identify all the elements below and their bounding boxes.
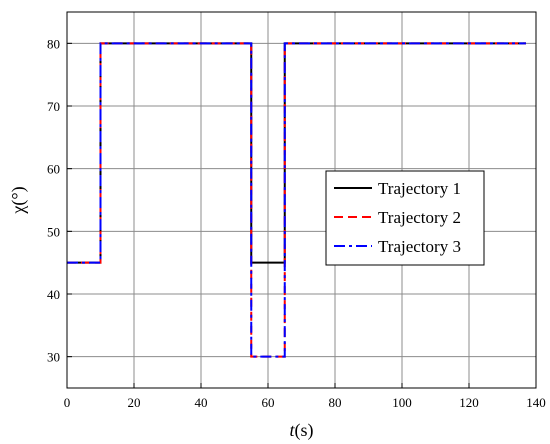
y-tick-label: 40 [47,287,60,302]
y-tick-label: 50 [47,224,60,239]
tick-layer: 0 20 40 60 80 100 120 140 30 40 50 60 70 80 [47,36,546,410]
plot-frame [66,11,537,389]
y-axis-label: χ(°) [8,186,29,214]
series-line-trajectory-3 [67,42,526,358]
x-tick-label: 60 [262,395,275,410]
x-tick-label: 0 [64,395,71,410]
series-layer [67,42,526,358]
legend-label: Trajectory 1 [378,179,461,198]
x-tick-label: 120 [459,395,479,410]
y-tick-label: 80 [47,36,60,51]
x-tick-label: 140 [526,395,546,410]
y-tick-label: 60 [47,162,60,177]
legend-label: Trajectory 3 [378,237,461,256]
x-tick-label: 100 [392,395,412,410]
y-tick-label: 30 [47,350,60,365]
legend-entries: Trajectory 1 Trajectory 2 Trajectory 3 [334,179,461,256]
x-tick-label: 20 [128,395,141,410]
y-tick-label: 70 [47,99,60,114]
x-axis-label: t(s) [289,420,313,441]
legend-label: Trajectory 2 [378,208,461,227]
legend: Trajectory 1 Trajectory 2 Trajectory 3 [325,170,485,266]
x-tick-label: 80 [329,395,342,410]
x-tick-label: 40 [195,395,208,410]
